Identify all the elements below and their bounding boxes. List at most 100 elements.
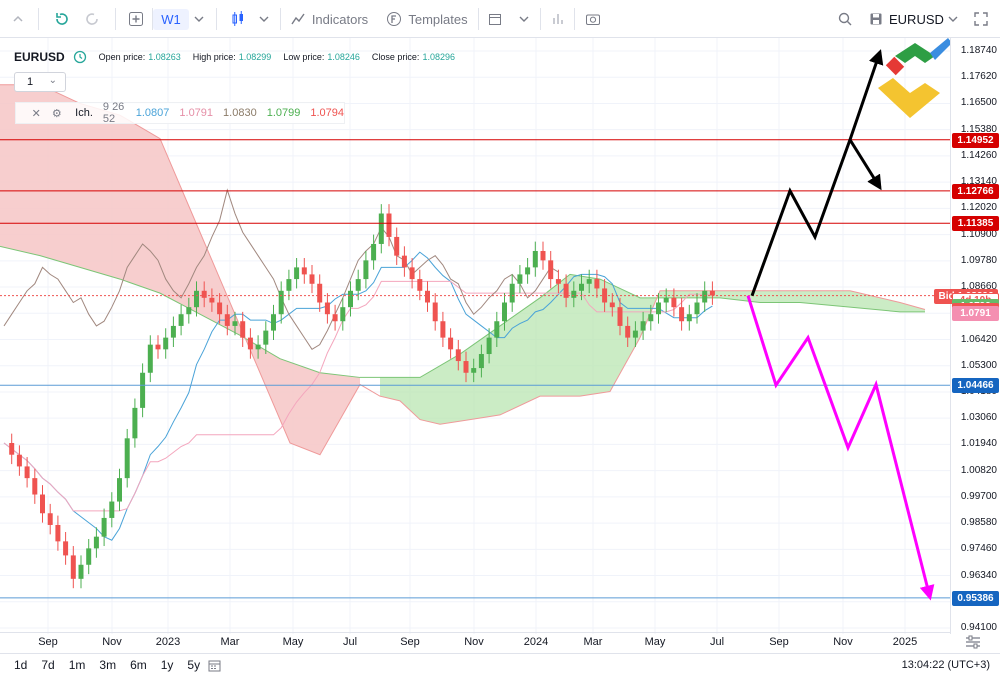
redo-icon[interactable] <box>80 0 104 38</box>
info-symbol: EURUSD <box>14 50 65 64</box>
divider <box>574 8 575 30</box>
add-symbol-icon[interactable] <box>124 0 148 38</box>
candle-body <box>363 260 369 280</box>
remove-indicator-close-icon[interactable]: ✕ <box>31 107 41 120</box>
candle-body <box>586 279 592 284</box>
camera-icon[interactable] <box>581 0 605 38</box>
candle-body <box>132 407 138 439</box>
candle-body <box>40 494 45 514</box>
range-1d[interactable]: 1d <box>14 658 28 672</box>
bullish-pullback-arrow <box>848 138 882 191</box>
calendar-icon[interactable] <box>484 0 506 38</box>
price-tick: 0.98580 <box>960 517 997 529</box>
indicator-value-span-a: 1.0799 <box>266 107 301 119</box>
range-1y[interactable]: 1y <box>160 658 174 672</box>
candle-body <box>186 307 192 315</box>
range-5y[interactable]: 5y <box>187 658 201 672</box>
price-tick: 1.16500 <box>960 97 997 109</box>
candle-body <box>632 330 638 338</box>
price-tick: 1.03060 <box>960 412 997 424</box>
candle-body <box>348 290 353 308</box>
range-1m[interactable]: 1m <box>68 658 86 672</box>
timeframe-chevron-down-icon[interactable] <box>189 0 209 38</box>
candle-body <box>686 314 692 322</box>
candle-body <box>679 307 685 322</box>
high-label: High price: <box>192 52 236 62</box>
price-axis[interactable]: 1.18740 1.17620 1.16500 1.15380 1.14260 1.131… <box>950 38 1000 634</box>
candle-body <box>648 314 654 322</box>
price-tick: 1.08660 <box>960 281 997 293</box>
range-6m[interactable]: 6m <box>130 658 147 672</box>
time-tick: Sep <box>769 636 789 648</box>
price-tick: 1.00820 <box>960 464 997 476</box>
candles <box>9 204 715 589</box>
range-3m[interactable]: 3m <box>99 658 117 672</box>
candle-body <box>232 321 238 326</box>
calendar-chevron-down-icon[interactable] <box>514 0 534 38</box>
price-label: 1.14952 <box>952 132 999 148</box>
high-value: 1.08299 <box>238 52 272 62</box>
price-tick: 1.10900 <box>960 228 997 240</box>
indicator-legend: ✕ ⚙ Ich. 9 26 52 1.0807 1.0791 1.0830 1.… <box>15 101 345 125</box>
price-tick: 1.01940 <box>960 438 997 450</box>
fullscreen-icon[interactable] <box>970 0 992 38</box>
price-tick: 1.05300 <box>960 359 997 371</box>
candle-body <box>617 307 623 326</box>
divider <box>540 8 541 30</box>
symbol-button[interactable]: EURUSD <box>889 0 944 38</box>
top-toolbar: W1 Indicators Templates EURUSD <box>0 0 1000 38</box>
candle-body <box>455 349 461 362</box>
indicator-settings-gear-icon[interactable]: ⚙ <box>51 107 62 120</box>
candle-body <box>525 267 531 275</box>
search-icon[interactable] <box>834 0 856 38</box>
interval-select[interactable]: 1 ⌄ <box>14 72 66 92</box>
symbol-chevron-down-icon[interactable] <box>944 0 962 38</box>
candle-body <box>271 314 276 331</box>
candle-body <box>486 337 492 355</box>
candle-body <box>594 279 600 289</box>
divider <box>115 8 116 30</box>
candle-body <box>702 290 708 303</box>
collapse-chevron-icon[interactable] <box>6 0 30 38</box>
timeframe-button[interactable]: W1 <box>153 0 189 38</box>
candle-body <box>140 372 146 408</box>
interval-chevron-down-icon: ⌄ <box>48 75 57 86</box>
time-tick: Jul <box>342 636 358 648</box>
price-label: 1.12766 <box>952 183 999 199</box>
candles-icon[interactable] <box>226 0 250 38</box>
candle-body <box>9 443 15 455</box>
candle-body <box>440 321 446 338</box>
indicators-icon <box>291 13 305 25</box>
close-label: Close price: <box>371 52 420 62</box>
chart-type-chevron-down-icon[interactable] <box>254 0 274 38</box>
candle-body <box>101 517 107 537</box>
divider <box>38 8 39 30</box>
price-tick: 0.94100 <box>960 622 997 633</box>
price-tick: 1.18740 <box>960 45 997 56</box>
candle-body <box>247 337 253 350</box>
range-7d[interactable]: 7d <box>41 658 55 672</box>
clock-readout: 13:04:22 (UTC+3) <box>901 659 990 671</box>
time-tick: May <box>282 636 304 648</box>
axis-settings-icon[interactable] <box>965 635 981 654</box>
save-icon[interactable] <box>866 0 886 38</box>
candle-body <box>579 283 584 291</box>
indicator-params: 9 26 52 <box>102 101 125 125</box>
candle-body <box>117 478 122 502</box>
price-chart[interactable] <box>0 38 1000 634</box>
date-range-calendar-icon[interactable] <box>208 659 221 672</box>
candle-body <box>432 302 438 322</box>
candle-body <box>401 255 407 268</box>
candle-body <box>517 274 523 284</box>
time-axis[interactable]: Sep Nov 2023 Mar May Jul Sep Nov 2024 Mar May Jul Se… <box>0 632 980 652</box>
candle-body <box>425 290 430 303</box>
indicators-button[interactable]: Indicators <box>286 0 372 38</box>
candle-body <box>86 548 92 565</box>
candle-body <box>502 302 507 322</box>
templates-button[interactable]: Templates <box>382 0 472 38</box>
bar-chart-icon[interactable] <box>546 0 570 38</box>
candle-body <box>625 325 631 338</box>
undo-icon[interactable] <box>50 0 74 38</box>
divider <box>216 8 217 30</box>
divider <box>280 8 281 30</box>
